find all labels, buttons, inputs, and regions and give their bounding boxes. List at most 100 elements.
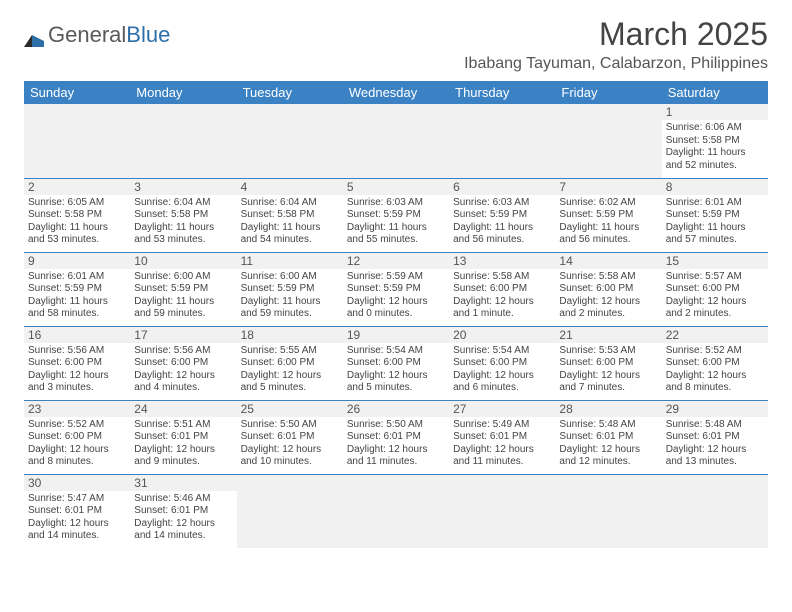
- daylight-text: Daylight: 11 hours and 56 minutes.: [559, 222, 657, 247]
- day-number: 13: [449, 253, 555, 269]
- daylight-text: Daylight: 11 hours and 57 minutes.: [666, 222, 764, 247]
- day-number: 28: [555, 401, 661, 417]
- calendar-cell: [237, 104, 343, 178]
- day-number: 6: [449, 179, 555, 195]
- daylight-text: Daylight: 11 hours and 59 minutes.: [134, 296, 232, 321]
- day-number: 23: [24, 401, 130, 417]
- sunrise-text: Sunrise: 6:03 AM: [347, 197, 445, 210]
- calendar-cell: 22Sunrise: 5:52 AMSunset: 6:00 PMDayligh…: [662, 326, 768, 400]
- table-row: 2Sunrise: 6:05 AMSunset: 5:58 PMDaylight…: [24, 178, 768, 252]
- daylight-text: Daylight: 12 hours and 8 minutes.: [28, 444, 126, 469]
- day-header: Wednesday: [343, 81, 449, 104]
- sunrise-text: Sunrise: 5:56 AM: [134, 345, 232, 358]
- calendar-cell: 1Sunrise: 6:06 AMSunset: 5:58 PMDaylight…: [662, 104, 768, 178]
- calendar-cell: 12Sunrise: 5:59 AMSunset: 5:59 PMDayligh…: [343, 252, 449, 326]
- daylight-text: Daylight: 12 hours and 4 minutes.: [134, 370, 232, 395]
- day-number: 15: [662, 253, 768, 269]
- daylight-text: Daylight: 12 hours and 3 minutes.: [28, 370, 126, 395]
- sunrise-text: Sunrise: 5:52 AM: [666, 345, 764, 358]
- sunset-text: Sunset: 5:58 PM: [134, 209, 232, 222]
- sunset-text: Sunset: 5:59 PM: [347, 209, 445, 222]
- logo-text-a: General: [48, 22, 126, 48]
- day-number: 11: [237, 253, 343, 269]
- sunrise-text: Sunrise: 5:55 AM: [241, 345, 339, 358]
- sunset-text: Sunset: 5:58 PM: [241, 209, 339, 222]
- sunrise-text: Sunrise: 5:50 AM: [347, 419, 445, 432]
- sunrise-text: Sunrise: 5:47 AM: [28, 493, 126, 506]
- sunset-text: Sunset: 6:01 PM: [666, 431, 764, 444]
- sunrise-text: Sunrise: 5:54 AM: [453, 345, 551, 358]
- day-header: Thursday: [449, 81, 555, 104]
- sunset-text: Sunset: 5:59 PM: [559, 209, 657, 222]
- sunset-text: Sunset: 5:59 PM: [28, 283, 126, 296]
- sunset-text: Sunset: 6:01 PM: [559, 431, 657, 444]
- sunset-text: Sunset: 5:59 PM: [134, 283, 232, 296]
- calendar-cell: 5 Sunrise: 6:03 AMSunset: 5:59 PMDaylight…: [343, 178, 449, 252]
- sunset-text: Sunset: 5:58 PM: [666, 135, 764, 148]
- day-number: 22: [662, 327, 768, 343]
- calendar-cell: [343, 474, 449, 548]
- calendar-cell: [662, 474, 768, 548]
- day-number: 26: [343, 401, 449, 417]
- sunrise-text: Sunrise: 6:04 AM: [134, 197, 232, 210]
- sunset-text: Sunset: 6:00 PM: [453, 283, 551, 296]
- calendar-cell: 25Sunrise: 5:50 AMSunset: 6:01 PMDayligh…: [237, 400, 343, 474]
- day-number: 3: [130, 179, 236, 195]
- day-header: Sunday: [24, 81, 130, 104]
- daylight-text: Daylight: 12 hours and 0 minutes.: [347, 296, 445, 321]
- calendar-table: SundayMondayTuesdayWednesdayThursdayFrid…: [24, 81, 768, 548]
- calendar-cell: 11Sunrise: 6:00 AMSunset: 5:59 PMDayligh…: [237, 252, 343, 326]
- sunset-text: Sunset: 5:59 PM: [666, 209, 764, 222]
- calendar-cell: 20Sunrise: 5:54 AMSunset: 6:00 PMDayligh…: [449, 326, 555, 400]
- sunset-text: Sunset: 6:00 PM: [347, 357, 445, 370]
- sunset-text: Sunset: 6:01 PM: [453, 431, 551, 444]
- day-header: Friday: [555, 81, 661, 104]
- daylight-text: Daylight: 12 hours and 9 minutes.: [134, 444, 232, 469]
- logo-icon: [24, 27, 44, 43]
- calendar-body: 1Sunrise: 6:06 AMSunset: 5:58 PMDaylight…: [24, 104, 768, 548]
- day-number: 31: [130, 475, 236, 491]
- day-number: 16: [24, 327, 130, 343]
- sunrise-text: Sunrise: 6:00 AM: [134, 271, 232, 284]
- calendar-cell: [343, 104, 449, 178]
- day-number: 24: [130, 401, 236, 417]
- calendar-cell: 23Sunrise: 5:52 AMSunset: 6:00 PMDayligh…: [24, 400, 130, 474]
- daylight-text: Daylight: 12 hours and 5 minutes.: [347, 370, 445, 395]
- daylight-text: Daylight: 12 hours and 5 minutes.: [241, 370, 339, 395]
- daylight-text: Daylight: 11 hours and 55 minutes.: [347, 222, 445, 247]
- sunrise-text: Sunrise: 5:49 AM: [453, 419, 551, 432]
- sunrise-text: Sunrise: 5:58 AM: [453, 271, 551, 284]
- day-number: 7: [555, 179, 661, 195]
- calendar-cell: 18Sunrise: 5:55 AMSunset: 6:00 PMDayligh…: [237, 326, 343, 400]
- sunrise-text: Sunrise: 5:50 AM: [241, 419, 339, 432]
- sunrise-text: Sunrise: 5:48 AM: [559, 419, 657, 432]
- title-block: March 2025 Ibabang Tayuman, Calabarzon, …: [464, 16, 768, 73]
- daylight-text: Daylight: 12 hours and 14 minutes.: [134, 518, 232, 543]
- sunset-text: Sunset: 6:00 PM: [559, 357, 657, 370]
- sunset-text: Sunset: 6:01 PM: [347, 431, 445, 444]
- calendar-cell: 30Sunrise: 5:47 AMSunset: 6:01 PMDayligh…: [24, 474, 130, 548]
- day-number: 5: [343, 179, 449, 195]
- logo: GeneralBlue: [24, 22, 170, 48]
- sunset-text: Sunset: 5:59 PM: [347, 283, 445, 296]
- calendar-cell: 27Sunrise: 5:49 AMSunset: 6:01 PMDayligh…: [449, 400, 555, 474]
- day-number: 8: [662, 179, 768, 195]
- calendar-cell: 24Sunrise: 5:51 AMSunset: 6:01 PMDayligh…: [130, 400, 236, 474]
- sunset-text: Sunset: 6:00 PM: [28, 431, 126, 444]
- calendar-page: GeneralBlue March 2025 Ibabang Tayuman, …: [0, 0, 792, 564]
- table-row: 1Sunrise: 6:06 AMSunset: 5:58 PMDaylight…: [24, 104, 768, 178]
- sunset-text: Sunset: 6:01 PM: [241, 431, 339, 444]
- day-header: Saturday: [662, 81, 768, 104]
- daylight-text: Daylight: 11 hours and 59 minutes.: [241, 296, 339, 321]
- day-number: 30: [24, 475, 130, 491]
- calendar-cell: 4Sunrise: 6:04 AMSunset: 5:58 PMDaylight…: [237, 178, 343, 252]
- page-title: March 2025: [464, 16, 768, 53]
- daylight-text: Daylight: 12 hours and 14 minutes.: [28, 518, 126, 543]
- table-row: 30Sunrise: 5:47 AMSunset: 6:01 PMDayligh…: [24, 474, 768, 548]
- day-number: 21: [555, 327, 661, 343]
- day-header-row: SundayMondayTuesdayWednesdayThursdayFrid…: [24, 81, 768, 104]
- logo-text-b: Blue: [126, 22, 170, 48]
- sunset-text: Sunset: 6:00 PM: [559, 283, 657, 296]
- sunset-text: Sunset: 6:00 PM: [666, 283, 764, 296]
- daylight-text: Daylight: 11 hours and 58 minutes.: [28, 296, 126, 321]
